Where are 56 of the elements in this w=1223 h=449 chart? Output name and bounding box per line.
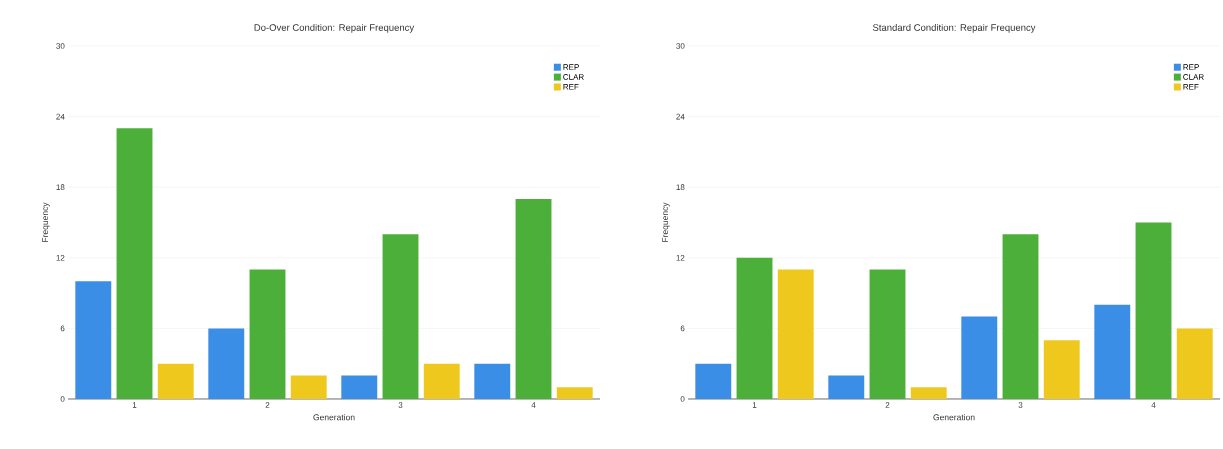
bar [736,257,773,399]
chart-title: Do-Over Condition: Repair Frequency [254,23,415,33]
bar [869,269,906,399]
chart-title: Standard Condition: Repair Frequency [872,23,1036,33]
y-tick-label: 6 [680,325,685,332]
x-tick-label: 1 [132,402,137,408]
x-tick-label: 3 [398,402,403,408]
bar [474,363,511,399]
bar [157,363,194,399]
bar [1043,340,1080,399]
legend-label: REP [1183,64,1199,70]
legend-label: CLAR [1183,74,1204,80]
x-axis-title: Generation [313,414,355,421]
legend-label: CLAR [563,74,584,80]
x-tick-label: 4 [1151,402,1156,408]
x-tick-label: 2 [885,402,890,408]
bar [249,269,286,399]
bar [1094,304,1131,399]
x-tick-label: 4 [531,402,536,408]
bar [961,316,998,399]
bar [341,375,378,399]
y-tick-label: 24 [56,113,65,120]
bar [208,328,245,399]
y-axis-title: Frequency [662,202,670,242]
legend-label: REF [1183,84,1199,90]
y-tick-label: 0 [60,396,65,402]
bar [910,387,947,399]
y-tick-label: 0 [680,396,685,402]
bar [1135,222,1172,399]
x-tick-label: 1 [752,402,757,408]
bar [75,281,112,399]
bar [695,363,732,399]
bar [1176,328,1213,399]
bar [423,363,460,399]
y-axis-title: Frequency [42,202,50,242]
bar [116,128,153,399]
bar [290,375,327,399]
x-tick-label: 3 [1018,402,1023,408]
y-tick-label: 6 [60,325,65,332]
y-tick-label: 12 [676,254,685,261]
bar [515,198,552,399]
bar [1002,234,1039,399]
bar [828,375,865,399]
legend-label: REP [563,64,579,70]
y-tick-label: 30 [676,43,685,49]
y-tick-label: 12 [56,254,65,261]
y-tick-label: 18 [56,184,65,191]
y-tick-label: 30 [56,43,65,49]
bar [777,269,814,399]
bar [382,234,419,399]
y-tick-label: 24 [676,113,685,120]
x-tick-label: 2 [265,402,270,408]
x-axis-title: Generation [933,414,975,421]
bar [556,387,593,399]
y-tick-label: 18 [676,184,685,191]
legend-label: REF [563,84,579,90]
